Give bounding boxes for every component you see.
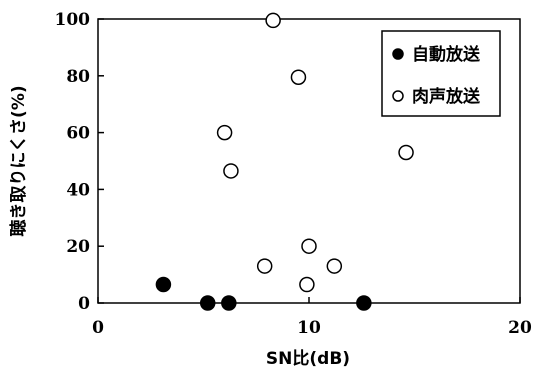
point-live-voice (398, 144, 414, 161)
point-automatic (199, 295, 216, 311)
y-tick-label: 100 (55, 10, 91, 30)
legend-marker-automatic (392, 48, 404, 60)
point-live-voice (265, 12, 281, 29)
y-axis-title: 聴き取りにくさ(%) (9, 85, 29, 236)
y-tick-label: 0 (78, 294, 90, 314)
y-axis-ticks: 0 20 40 60 80 100 (55, 10, 104, 314)
legend: 自動放送 肉声放送 (381, 30, 501, 117)
point-live-voice (256, 258, 273, 274)
y-tick-label: 60 (66, 124, 90, 144)
x-tick-label: 20 (508, 318, 532, 338)
data-points (155, 12, 414, 311)
point-automatic (356, 295, 372, 311)
point-live-voice (290, 69, 307, 85)
point-live-voice (223, 163, 239, 179)
x-tick-label: 0 (92, 318, 104, 338)
point-automatic (221, 295, 237, 311)
legend-marker-live-voice (392, 90, 404, 102)
point-live-voice (216, 124, 233, 141)
y-tick-label: 80 (66, 67, 90, 87)
x-tick-label: 10 (297, 318, 321, 338)
legend-label-live-voice: 肉声放送 (412, 86, 481, 107)
x-axis-ticks: 0 10 20 (92, 297, 532, 338)
legend-box (381, 30, 501, 117)
point-automatic (155, 276, 172, 293)
point-live-voice (326, 258, 343, 274)
x-axis-title: SN比(dB) (266, 348, 350, 369)
y-tick-label: 20 (66, 237, 90, 257)
legend-label-automatic: 自動放送 (412, 44, 481, 65)
point-live-voice (299, 276, 315, 293)
point-live-voice (301, 238, 317, 254)
y-tick-label: 40 (66, 180, 90, 200)
